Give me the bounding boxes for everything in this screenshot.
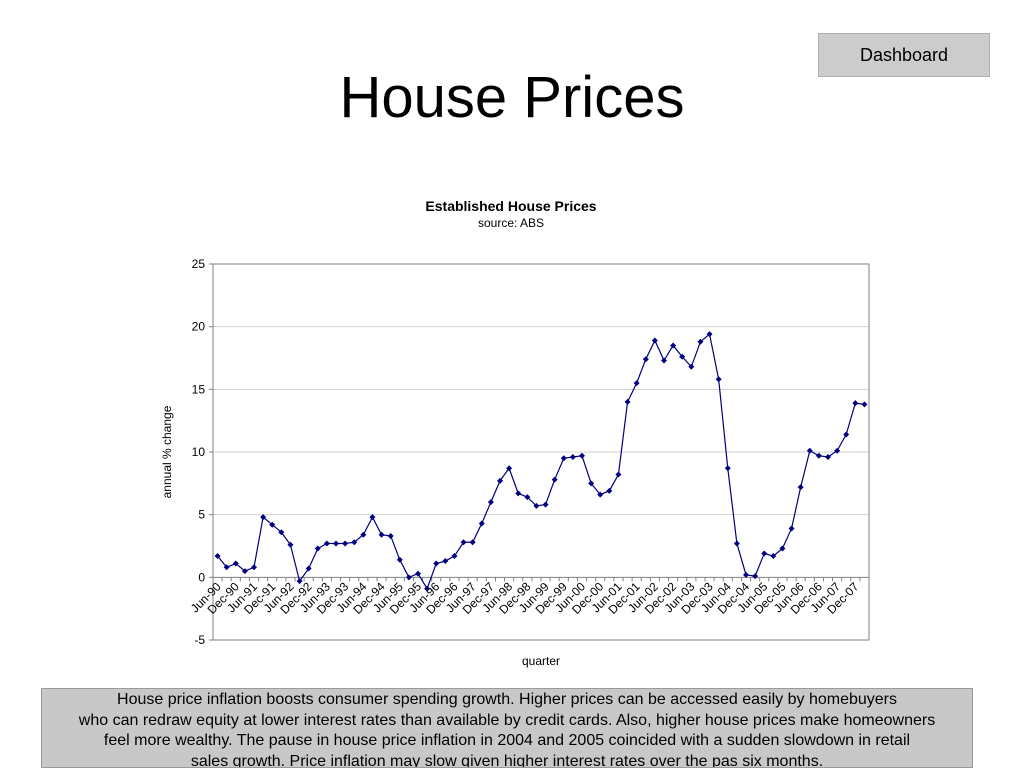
data-point bbox=[597, 491, 604, 498]
data-point bbox=[661, 357, 667, 364]
data-point bbox=[278, 529, 285, 536]
data-point bbox=[314, 545, 321, 552]
data-point bbox=[706, 331, 713, 338]
data-point bbox=[424, 585, 431, 592]
commentary-box: House price inflation boosts consumer sp… bbox=[41, 688, 973, 768]
y-tick-label: 0 bbox=[198, 570, 205, 584]
data-point bbox=[524, 494, 531, 501]
commentary-line: who can redraw equity at lower interest … bbox=[78, 711, 936, 729]
data-point bbox=[642, 356, 649, 363]
y-axis-label: annual % change bbox=[160, 405, 174, 498]
data-point bbox=[606, 487, 613, 494]
data-point bbox=[560, 455, 567, 462]
data-point bbox=[861, 401, 868, 408]
data-point bbox=[251, 564, 257, 571]
data-point bbox=[260, 514, 267, 521]
data-point bbox=[815, 452, 822, 459]
data-point bbox=[788, 525, 795, 532]
data-point bbox=[834, 447, 841, 454]
data-point bbox=[378, 531, 385, 538]
data-point bbox=[797, 484, 804, 491]
data-point bbox=[633, 380, 640, 387]
data-point bbox=[770, 553, 777, 560]
commentary-line: feel more wealthy. The pause in house pr… bbox=[103, 732, 911, 749]
data-point bbox=[579, 452, 585, 459]
data-point bbox=[369, 514, 376, 521]
data-point bbox=[460, 539, 467, 546]
data-point bbox=[433, 560, 440, 567]
data-point bbox=[232, 560, 239, 567]
data-point bbox=[442, 558, 449, 565]
data-point bbox=[387, 532, 394, 539]
y-tick-label: 25 bbox=[192, 257, 206, 271]
series-line bbox=[217, 333, 865, 590]
data-point bbox=[533, 502, 540, 509]
data-point bbox=[779, 545, 786, 552]
y-tick-label: 5 bbox=[198, 508, 205, 522]
commentary-line: sales growth. Price inflation may slow g… bbox=[190, 752, 824, 768]
data-point bbox=[287, 541, 294, 548]
data-point bbox=[624, 398, 631, 405]
chart-subtitle: source: ABS bbox=[478, 216, 544, 230]
data-point bbox=[351, 539, 358, 546]
data-point bbox=[506, 465, 513, 472]
data-point bbox=[843, 431, 850, 438]
x-axis-label: quarter bbox=[522, 654, 560, 668]
data-point bbox=[342, 540, 349, 547]
data-point bbox=[487, 499, 494, 506]
data-point bbox=[569, 454, 576, 461]
data-point bbox=[670, 342, 677, 349]
data-point bbox=[469, 539, 476, 546]
data-point bbox=[497, 477, 503, 484]
data-point bbox=[415, 570, 421, 577]
data-point bbox=[405, 574, 412, 581]
data-point bbox=[542, 501, 549, 508]
data-point bbox=[724, 465, 731, 472]
data-point bbox=[305, 565, 312, 572]
line-chart: Established House Prices source: ABS ann… bbox=[160, 198, 870, 668]
y-tick-label: 15 bbox=[192, 382, 206, 396]
data-point bbox=[806, 447, 813, 454]
data-point bbox=[323, 540, 330, 547]
y-tick-label: 10 bbox=[192, 445, 206, 459]
dashboard-button[interactable]: Dashboard bbox=[818, 33, 990, 77]
commentary-line: House price inflation boosts consumer sp… bbox=[117, 691, 897, 708]
page-title: House Prices bbox=[339, 65, 685, 130]
data-point bbox=[396, 556, 403, 563]
data-point bbox=[214, 553, 221, 560]
data-point bbox=[651, 337, 658, 344]
data-point bbox=[451, 553, 458, 560]
data-point bbox=[761, 550, 768, 557]
data-point bbox=[241, 568, 248, 575]
data-point bbox=[733, 540, 740, 547]
data-point bbox=[269, 521, 276, 528]
data-point bbox=[615, 471, 622, 478]
data-point bbox=[333, 540, 339, 547]
data-point bbox=[715, 376, 722, 383]
data-point bbox=[588, 480, 595, 487]
data-point bbox=[296, 578, 303, 585]
data-point bbox=[551, 476, 558, 483]
data-point bbox=[852, 400, 859, 407]
data-point bbox=[679, 353, 686, 360]
data-point bbox=[478, 520, 485, 527]
data-point bbox=[223, 564, 230, 571]
y-tick-label: 20 bbox=[192, 320, 206, 334]
y-tick-label: -5 bbox=[194, 633, 205, 647]
data-point bbox=[825, 454, 831, 461]
data-point bbox=[752, 573, 759, 580]
chart-title: Established House Prices bbox=[425, 198, 596, 214]
data-point bbox=[360, 531, 367, 538]
data-point bbox=[697, 338, 704, 345]
data-point bbox=[515, 490, 522, 497]
plot-area bbox=[212, 263, 870, 641]
data-point bbox=[688, 363, 695, 370]
data-point bbox=[743, 571, 749, 578]
